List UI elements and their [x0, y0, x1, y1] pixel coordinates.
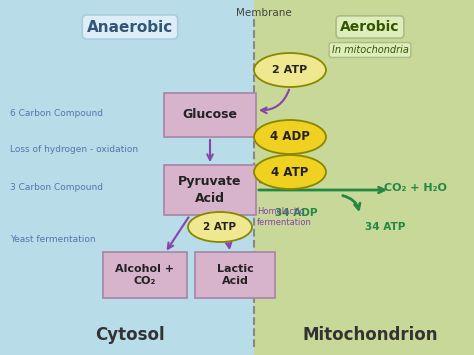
Text: Lactic
Acid: Lactic Acid — [217, 264, 254, 286]
Text: Mitochondrion: Mitochondrion — [302, 326, 438, 344]
Ellipse shape — [188, 212, 252, 242]
FancyBboxPatch shape — [164, 93, 256, 137]
Ellipse shape — [254, 120, 326, 154]
Text: Alcohol +
CO₂: Alcohol + CO₂ — [116, 264, 174, 286]
Text: Aerobic: Aerobic — [340, 20, 400, 34]
Bar — [254, 0, 474, 355]
Ellipse shape — [254, 53, 326, 87]
Text: 34 ATP: 34 ATP — [365, 222, 405, 232]
FancyBboxPatch shape — [195, 252, 275, 298]
Text: 2 ATP: 2 ATP — [203, 222, 237, 232]
Text: 2 ATP: 2 ATP — [273, 65, 308, 75]
FancyBboxPatch shape — [103, 252, 187, 298]
Text: 34 ADP: 34 ADP — [275, 208, 318, 218]
Text: In mitochondria: In mitochondria — [331, 45, 409, 55]
FancyBboxPatch shape — [164, 165, 256, 215]
Text: Pyruvate
Acid: Pyruvate Acid — [178, 175, 242, 204]
Text: CO₂ + H₂O: CO₂ + H₂O — [383, 183, 447, 193]
Text: 6 Carbon Compound: 6 Carbon Compound — [10, 109, 103, 118]
Text: +O₂: +O₂ — [265, 177, 289, 187]
Text: Yeast fermentation: Yeast fermentation — [10, 235, 96, 245]
Text: 4 ADP: 4 ADP — [270, 131, 310, 143]
Text: Loss of hydrogen - oxidation: Loss of hydrogen - oxidation — [10, 146, 138, 154]
Text: 4 ATP: 4 ATP — [271, 165, 309, 179]
Text: Glucose: Glucose — [182, 109, 237, 121]
Text: Homolactic
fermentation: Homolactic fermentation — [257, 207, 312, 227]
Text: Anaerobic: Anaerobic — [87, 20, 173, 34]
Bar — [0, 0, 254, 355]
Text: Cytosol: Cytosol — [95, 326, 165, 344]
Ellipse shape — [254, 155, 326, 189]
Text: 3 Carbon Compound: 3 Carbon Compound — [10, 182, 103, 191]
Text: Membrane: Membrane — [236, 8, 292, 18]
